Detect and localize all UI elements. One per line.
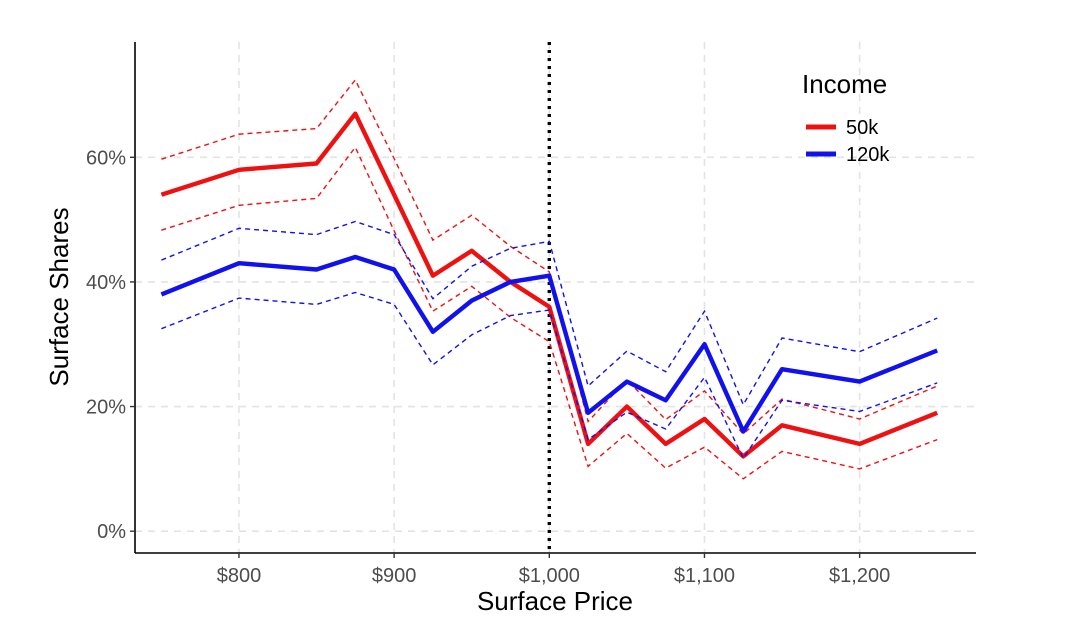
series-50k-upper-bound xyxy=(161,78,938,435)
series-120k-upper-bound xyxy=(161,220,938,407)
legend-label-120k: 120k xyxy=(846,144,890,166)
y-axis-title: Surface Shares xyxy=(44,207,74,386)
x-tick-label: $900 xyxy=(372,565,417,587)
legend-title: Income xyxy=(802,69,887,99)
y-tick-label: 20% xyxy=(86,397,126,419)
series-120k-line xyxy=(160,254,939,434)
series-50k-line xyxy=(160,111,939,459)
legend: Income 50k 120k xyxy=(802,69,890,166)
series-50k-lower-bound xyxy=(161,145,938,480)
series-120k-lower-bound xyxy=(161,291,938,460)
x-tick-label: $1,100 xyxy=(674,565,735,587)
x-tick-label: $1,000 xyxy=(519,565,580,587)
x-axis-title: Surface Price xyxy=(477,586,633,616)
legend-label-50k: 50k xyxy=(846,117,879,139)
series-lines xyxy=(160,78,939,480)
tick-labels: $800 $900 $1,000 $1,100 $1,200 0% 20% 40% 60% xyxy=(86,147,890,587)
grid-lines xyxy=(135,42,976,553)
x-tick-label: $800 xyxy=(217,565,262,587)
y-tick-label: 0% xyxy=(97,521,126,543)
y-tick-label: 40% xyxy=(86,272,126,294)
x-tick-label: $1,200 xyxy=(829,565,890,587)
axes xyxy=(134,42,976,554)
y-tick-label: 60% xyxy=(86,147,126,169)
